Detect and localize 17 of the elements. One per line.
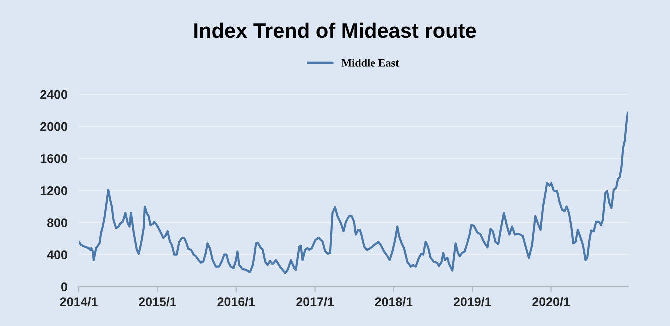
legend-label: Middle East [342, 59, 400, 67]
x-tick-label: 2016/1 [218, 297, 256, 307]
line-series [79, 112, 628, 274]
y-tick-label: 800 [47, 218, 68, 228]
x-tick-label: 2015/1 [139, 297, 176, 307]
x-tick-label: 2020/1 [532, 297, 570, 307]
x-tick-label: 2017/1 [296, 297, 334, 307]
y-tick-label: 2400 [40, 90, 68, 100]
chart-title: Index Trend of Mideast route [194, 22, 476, 38]
x-tick-label: 2018/1 [375, 297, 413, 307]
x-tick-label: 2014/1 [60, 297, 98, 307]
y-tick-label: 1600 [40, 154, 68, 164]
x-tick-label: 2019/1 [454, 297, 492, 307]
y-tick-label: 0 [61, 282, 68, 292]
y-tick-label: 400 [47, 250, 68, 260]
y-tick-label: 2000 [40, 122, 68, 132]
y-tick-label: 1200 [40, 186, 68, 196]
